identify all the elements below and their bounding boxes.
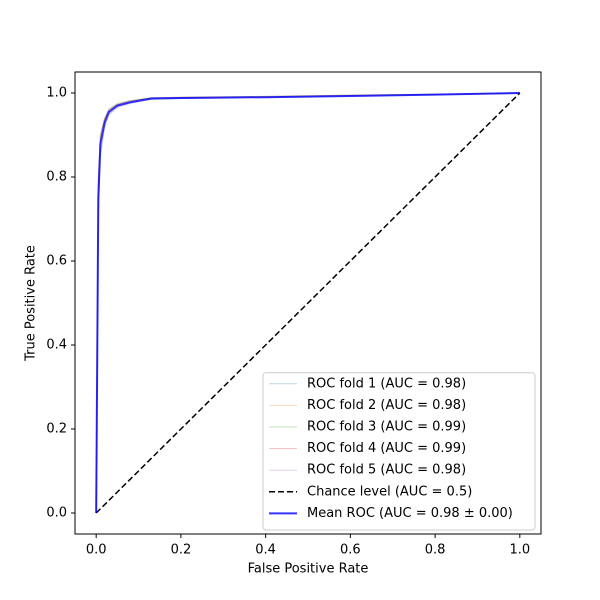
y-tick-label: 0.0 [46,506,67,521]
x-tick-label: 0.6 [340,543,361,558]
y-tick-label: 1.0 [46,86,67,101]
y-tick-label: 0.2 [46,422,67,437]
y-tick-label: 0.4 [46,338,67,353]
roc-line [95,92,521,514]
axes-frame [74,71,542,535]
legend-label: ROC fold 2 (AUC = 0.98) [307,398,466,413]
y-tick-label: 0.6 [46,254,67,269]
legend-label: ROC fold 5 (AUC = 0.98) [307,463,466,478]
legend-box [262,372,536,531]
x-tick-label: 0.8 [425,543,446,558]
legend-label: Mean ROC (AUC = 0.98 ± 0.00) [307,506,513,521]
y-axis-label: True Positive Rate [24,245,39,362]
x-tick-label: 0.2 [171,543,192,558]
legend-label: ROC fold 4 (AUC = 0.99) [307,441,466,456]
legend-label: Chance level (AUC = 0.5) [307,484,472,499]
x-axis-label: False Positive Rate [248,562,369,577]
roc-line [95,92,520,514]
x-tick-label: 1.0 [509,543,530,558]
legend-label: ROC fold 3 (AUC = 0.99) [307,420,466,435]
legend-label: ROC fold 1 (AUC = 0.98) [307,376,466,391]
y-tick-label: 0.8 [46,170,67,185]
x-tick-label: 0.0 [86,543,107,558]
x-tick-label: 0.4 [255,543,276,558]
